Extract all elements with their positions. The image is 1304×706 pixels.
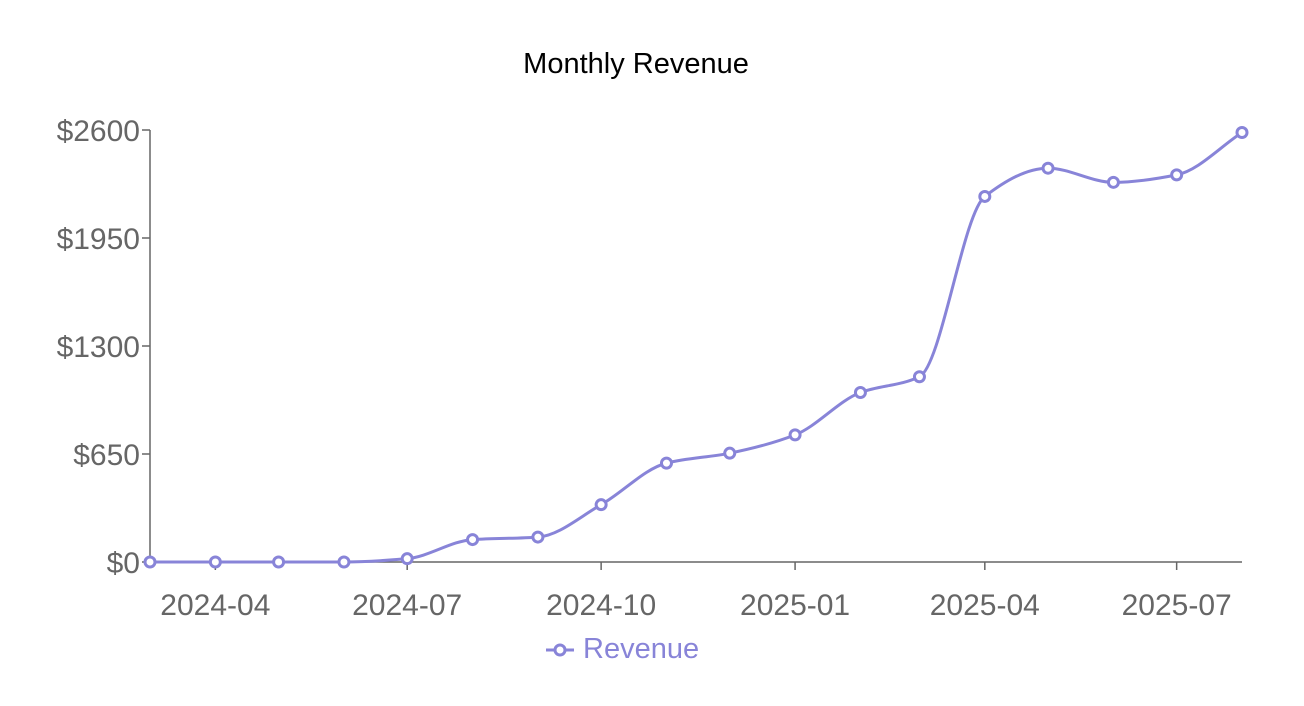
- data-point[interactable]: [208, 555, 222, 569]
- y-tick-label: $1300: [57, 331, 140, 364]
- data-point[interactable]: [1106, 175, 1120, 189]
- data-point[interactable]: [912, 370, 926, 384]
- data-point[interactable]: [400, 552, 414, 566]
- data-point[interactable]: [1235, 125, 1249, 139]
- data-point[interactable]: [1041, 161, 1055, 175]
- y-tick-label: $2600: [57, 115, 140, 148]
- data-point[interactable]: [853, 386, 867, 400]
- legend[interactable]: Revenue: [546, 633, 699, 665]
- x-tick-label: 2024-04: [160, 589, 270, 622]
- data-points: [143, 125, 1249, 569]
- data-point[interactable]: [1170, 168, 1184, 182]
- x-tick-label: 2024-07: [352, 589, 462, 622]
- data-point[interactable]: [337, 555, 351, 569]
- y-tick-label: $650: [73, 439, 140, 472]
- data-point[interactable]: [594, 498, 608, 512]
- x-axis: 2024-04 2024-07 2024-10 2025-01 2025-04 2025-…: [150, 561, 1242, 622]
- x-tick-label: 2025-07: [1122, 589, 1232, 622]
- data-point[interactable]: [531, 530, 545, 544]
- y-tick-label: $0: [107, 547, 140, 580]
- legend-marker-icon: [553, 643, 567, 657]
- series-layer: [143, 125, 1249, 569]
- data-point[interactable]: [723, 446, 737, 460]
- y-tick-label: $1950: [57, 223, 140, 256]
- x-tick-label: 2025-04: [930, 589, 1040, 622]
- data-point[interactable]: [788, 428, 802, 442]
- legend-label-revenue: Revenue: [583, 633, 699, 665]
- series-line-revenue: [150, 131, 1243, 564]
- chart-title: Monthly Revenue: [523, 48, 749, 80]
- data-point[interactable]: [272, 555, 286, 569]
- x-tick-label: 2024-10: [546, 589, 656, 622]
- x-tick-label: 2025-01: [740, 589, 850, 622]
- data-point[interactable]: [143, 555, 157, 569]
- data-point[interactable]: [466, 533, 480, 547]
- data-point[interactable]: [978, 189, 992, 203]
- data-point[interactable]: [659, 456, 673, 470]
- y-axis: $0 $650 $1300 $1950 $2600: [57, 115, 151, 580]
